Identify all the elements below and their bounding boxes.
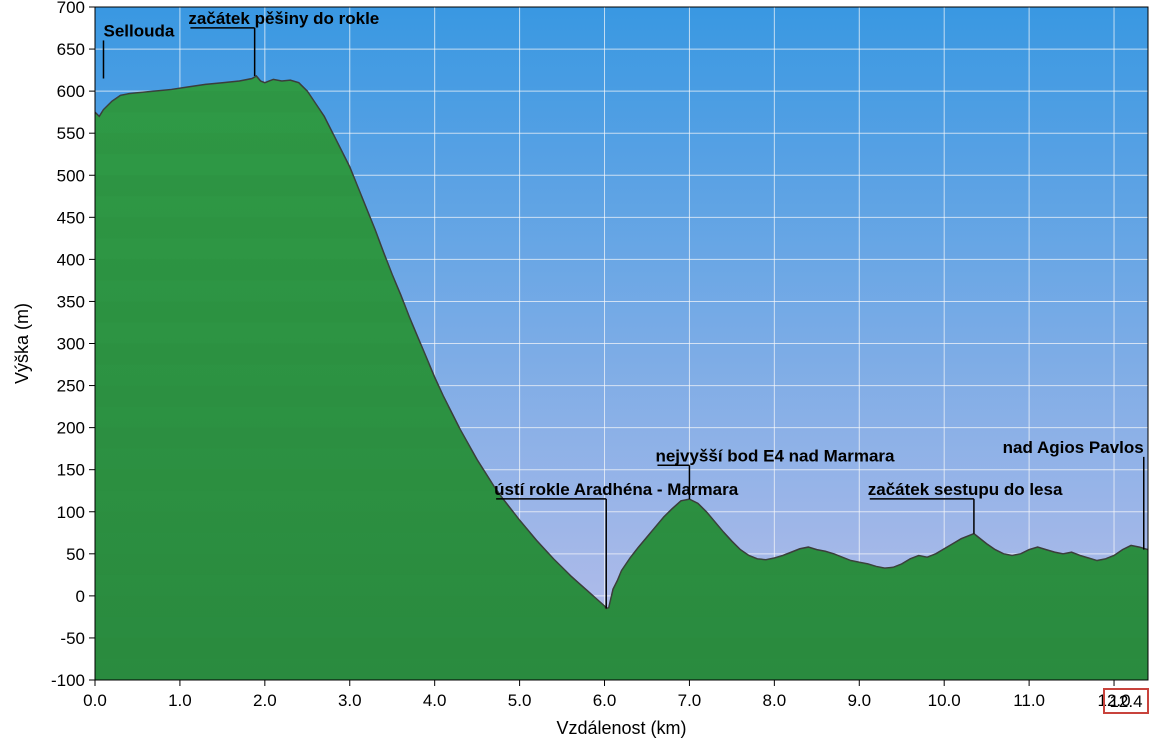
- x-axis-label: Vzdálenost (km): [556, 718, 686, 738]
- y-axis-label: Výška (m): [12, 303, 32, 384]
- distance-end-marker: 12.4: [1109, 692, 1142, 711]
- x-tick-label: 11.0: [1013, 691, 1045, 710]
- x-tick-label: 7.0: [678, 691, 702, 710]
- y-tick-label: 100: [57, 503, 85, 522]
- annotation-label: začátek sestupu do lesa: [868, 480, 1063, 499]
- x-tick-label: 3.0: [338, 691, 362, 710]
- x-tick-label: 6.0: [593, 691, 617, 710]
- annotation-label: začátek pěšiny do rokle: [188, 9, 379, 28]
- x-tick-label: 4.0: [423, 691, 447, 710]
- x-tick-label: 1.0: [168, 691, 192, 710]
- y-tick-label: 650: [57, 40, 85, 59]
- elevation-chart: -100 -50 0 50 100 150 200 250 300 350 400 450 500 550…: [0, 0, 1157, 747]
- y-tick-label: 250: [57, 377, 85, 396]
- x-tick-label: 9.0: [847, 691, 871, 710]
- x-tick-label: 0.0: [83, 691, 107, 710]
- y-tick-label: 450: [57, 208, 85, 227]
- annotation-label: Sellouda: [103, 21, 174, 40]
- annotation-label: nad Agios Pavlos: [1003, 438, 1144, 457]
- y-tick-label: 200: [57, 419, 85, 438]
- x-tick-label: 2.0: [253, 691, 277, 710]
- annotation-label: nejvyšší bod E4 nad Marmara: [655, 446, 895, 465]
- x-tick-label: 5.0: [508, 691, 532, 710]
- y-tick-label: 50: [66, 545, 85, 564]
- y-tick-label: -100: [51, 671, 85, 690]
- y-tick-label: 150: [57, 461, 85, 480]
- y-tick-label: 500: [57, 166, 85, 185]
- annotation-label: ústí rokle Aradhéna - Marmara: [494, 480, 739, 499]
- y-tick-label: -50: [60, 629, 85, 648]
- y-tick-label: 600: [57, 82, 85, 101]
- y-tick-label: 400: [57, 250, 85, 269]
- y-tick-label: 300: [57, 335, 85, 354]
- y-tick-label: 350: [57, 292, 85, 311]
- y-tick-label: 550: [57, 124, 85, 143]
- x-tick-label: 10.0: [928, 691, 961, 710]
- y-tick-label: 700: [57, 0, 85, 17]
- x-tick-label: 8.0: [763, 691, 787, 710]
- y-tick-label: 0: [76, 587, 85, 606]
